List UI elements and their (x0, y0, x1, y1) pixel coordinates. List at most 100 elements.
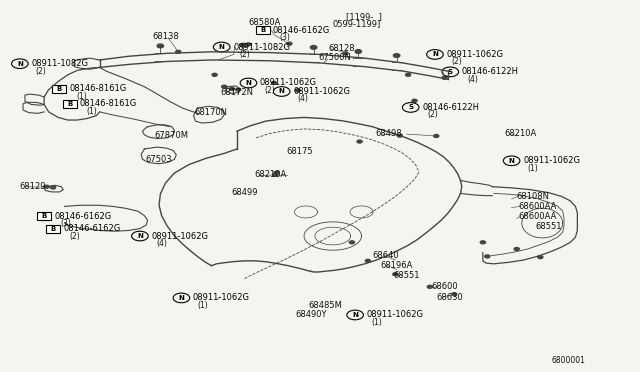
Text: 67503: 67503 (145, 155, 172, 164)
Circle shape (434, 135, 439, 137)
Bar (63, 100, 77, 108)
Circle shape (229, 87, 234, 90)
Text: 68138: 68138 (153, 32, 179, 41)
Text: 08911-1062G: 08911-1062G (523, 156, 580, 165)
Text: (2): (2) (36, 67, 47, 76)
Bar (37, 212, 51, 221)
Circle shape (480, 241, 485, 244)
Circle shape (287, 42, 292, 45)
Bar (255, 26, 269, 35)
Text: 68551: 68551 (536, 221, 563, 231)
Text: 68630: 68630 (436, 293, 463, 302)
Text: 08911-1062G: 08911-1062G (152, 231, 209, 241)
Circle shape (240, 43, 246, 47)
Text: 68551: 68551 (394, 271, 420, 280)
Text: 08146-6162G: 08146-6162G (63, 224, 120, 233)
Text: 08911-1062G: 08911-1062G (193, 294, 250, 302)
Circle shape (221, 85, 227, 88)
Text: 08911-1082G: 08911-1082G (233, 42, 290, 51)
Circle shape (365, 259, 371, 262)
Text: (3): (3) (61, 219, 72, 228)
Bar (52, 85, 67, 93)
Text: 68175: 68175 (287, 147, 314, 156)
Circle shape (406, 73, 411, 76)
Text: B: B (260, 28, 265, 33)
Text: (1): (1) (371, 318, 382, 327)
Circle shape (157, 44, 164, 48)
Text: 08146-8161G: 08146-8161G (70, 84, 127, 93)
Text: 68172N: 68172N (220, 88, 253, 97)
Text: 08146-6162G: 08146-6162G (54, 212, 111, 221)
Circle shape (343, 52, 348, 55)
Text: 68600AA: 68600AA (518, 202, 556, 211)
Text: (2): (2) (239, 50, 250, 59)
Text: 68196A: 68196A (380, 261, 412, 270)
Text: 6800001: 6800001 (551, 356, 585, 365)
Text: (2): (2) (264, 86, 275, 95)
Circle shape (514, 247, 519, 250)
Text: N: N (509, 158, 515, 164)
Text: N: N (179, 295, 184, 301)
Text: (4): (4) (156, 239, 167, 248)
Circle shape (51, 186, 56, 189)
Circle shape (349, 241, 355, 244)
Text: (1): (1) (86, 107, 97, 116)
Text: 68170N: 68170N (195, 108, 228, 117)
Circle shape (442, 76, 447, 79)
Text: 68129: 68129 (20, 182, 46, 190)
Text: 68485M: 68485M (308, 301, 342, 310)
Text: B: B (67, 101, 72, 107)
Text: 68490Y: 68490Y (296, 311, 327, 320)
Text: 68580A: 68580A (248, 18, 281, 27)
Text: (2): (2) (428, 110, 438, 119)
Circle shape (484, 255, 490, 258)
Text: 68210A: 68210A (255, 170, 287, 179)
Text: N: N (352, 312, 358, 318)
Circle shape (452, 293, 457, 296)
Bar (46, 225, 60, 233)
Text: (4): (4) (298, 94, 308, 103)
Circle shape (538, 256, 543, 259)
Text: 68640: 68640 (372, 251, 399, 260)
Text: (1): (1) (197, 301, 208, 310)
Circle shape (428, 285, 433, 288)
Circle shape (355, 49, 362, 53)
Text: S: S (448, 69, 452, 75)
Circle shape (357, 140, 362, 143)
Circle shape (175, 50, 180, 53)
Text: N: N (246, 80, 252, 86)
Circle shape (236, 88, 241, 91)
Circle shape (412, 99, 417, 102)
Text: 68499: 68499 (232, 188, 259, 197)
Text: B: B (51, 226, 56, 232)
Text: 68108N: 68108N (516, 192, 550, 201)
Text: 68600AA: 68600AA (518, 212, 556, 221)
Text: B: B (57, 86, 62, 92)
Circle shape (271, 81, 276, 84)
Circle shape (274, 171, 279, 174)
Circle shape (310, 45, 317, 49)
Text: 68600: 68600 (432, 282, 458, 291)
Text: N: N (432, 51, 438, 57)
Text: 08911-1062G: 08911-1062G (447, 50, 504, 59)
Text: 0599-1199]: 0599-1199] (333, 19, 381, 28)
Circle shape (393, 273, 398, 276)
Circle shape (212, 73, 217, 76)
Circle shape (44, 185, 49, 188)
Text: 08911-1062G: 08911-1062G (260, 78, 317, 87)
Text: N: N (219, 44, 225, 50)
Text: B: B (42, 214, 47, 219)
Text: [1199-  ]: [1199- ] (346, 12, 381, 21)
Text: (2): (2) (70, 231, 81, 241)
Text: (1): (1) (527, 164, 538, 173)
Text: 67500N: 67500N (319, 52, 351, 61)
Text: 08911-1062G: 08911-1062G (367, 311, 424, 320)
Text: 68210A: 68210A (504, 128, 536, 138)
Text: 08911-1082G: 08911-1082G (31, 59, 88, 68)
Text: 08146-8161G: 08146-8161G (80, 99, 137, 108)
Text: 68128: 68128 (328, 44, 355, 52)
Text: (1): (1) (76, 92, 87, 101)
Circle shape (273, 173, 278, 176)
Circle shape (397, 134, 403, 137)
Text: N: N (17, 61, 23, 67)
